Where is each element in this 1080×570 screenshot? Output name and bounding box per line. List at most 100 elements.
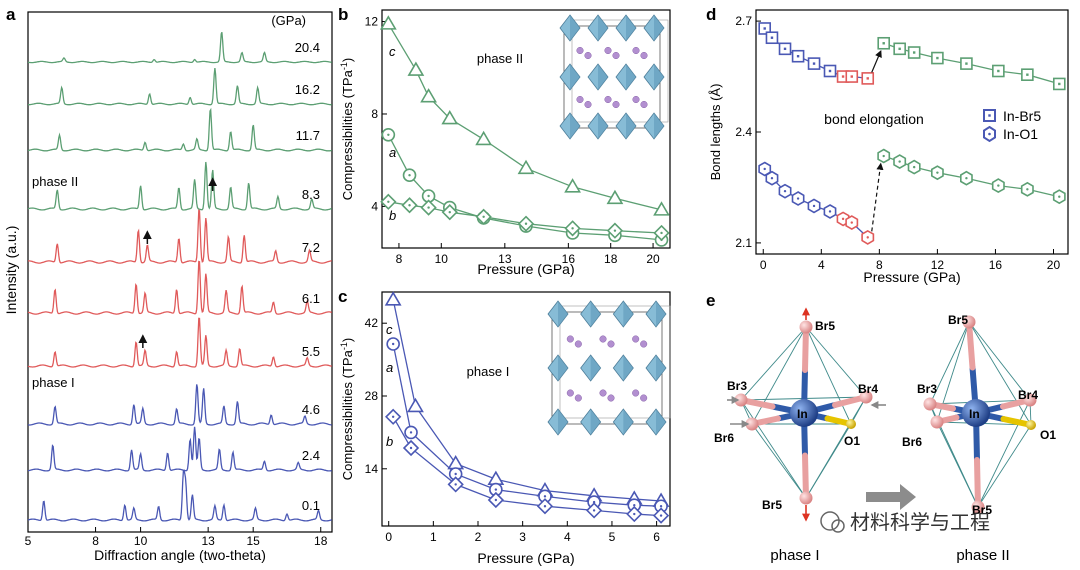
octahedron-shade	[656, 355, 666, 381]
octahedron-edge	[740, 399, 807, 499]
panel-b-point-c-2	[420, 88, 437, 103]
panel-b-frame	[381, 9, 671, 249]
octahedron-shade	[626, 64, 636, 90]
octahedron-edge	[968, 321, 1032, 426]
panel-c-point-b-6	[626, 505, 643, 523]
xrd-tick-10: 10	[134, 534, 148, 548]
phase-ii-crystal-inset	[559, 14, 669, 140]
panel-d-legend: In-Br5 In-O1	[983, 108, 1041, 143]
octahedron-shade	[558, 409, 568, 435]
octahedron-edge	[751, 423, 807, 499]
legend-square-dot	[988, 114, 991, 117]
panel-d-x-tick-12: 12	[931, 258, 945, 272]
octahedron-edge	[977, 399, 1031, 508]
panel-d-point-In-Br5-5	[823, 64, 837, 78]
octahedron-shade	[558, 355, 568, 381]
panel-d-point-In-O1-15	[1020, 181, 1034, 197]
panel-b-phase2-compressibility: b phase II 8 10 13 16 18 20 4 8 12 c a b Pressure (…	[338, 5, 671, 277]
panel-b-point-c-6	[564, 178, 581, 193]
cation-atom	[640, 340, 648, 348]
panel-b-point-c-0	[379, 15, 397, 30]
cation-atom	[640, 51, 648, 60]
xrd-arrows	[138, 177, 218, 348]
wechat-icon	[820, 511, 840, 531]
xrd-curve-8.3	[27, 161, 332, 211]
panel-c-point-c-3	[487, 470, 505, 486]
panel-b-point-b-6	[564, 220, 581, 237]
phase-ii-octahedron: Br5 Br3 Br4 In Br6 O1 Br5	[902, 313, 1056, 517]
panel-b-x-axis-label: Pressure (GPa)	[477, 261, 574, 277]
panel-d-point-In-O1-2	[778, 183, 792, 199]
phase-ii-label: phase II	[32, 174, 78, 189]
xrd-tick-8: 8	[92, 534, 99, 548]
panel-c-point-a-2	[448, 467, 463, 481]
panel-d-point-In-Br5-1	[765, 31, 779, 45]
panel-c-series-label-b: b	[386, 434, 393, 449]
cation-atom	[599, 335, 607, 343]
panel-b-point-c-4	[475, 130, 493, 146]
octahedron-shade	[558, 301, 568, 327]
br-atom	[859, 390, 873, 404]
octahedron-edge	[977, 424, 1032, 508]
cation-atom	[612, 100, 620, 109]
xrd-curve-11.7	[27, 107, 332, 152]
octahedron-edge	[936, 421, 979, 508]
panel-d-point-In-Br5-12	[931, 51, 944, 65]
panel-b-x-tick-18: 18	[604, 252, 618, 266]
xrd-pressure-0.1: 0.1	[302, 498, 320, 513]
octahedron-shade	[623, 301, 634, 327]
panel-b-point-b-2	[420, 199, 437, 216]
atom-label-br4: Br4	[1018, 388, 1038, 402]
panel-b-point-b-4	[475, 208, 492, 225]
legend-square-marker	[983, 109, 996, 122]
cation-atom	[640, 394, 648, 402]
panel-d-x-tick-8: 8	[876, 258, 883, 272]
panel-c-point-b-1	[402, 439, 420, 457]
bond	[974, 457, 981, 510]
panel-d-point-In-O1-12	[930, 165, 944, 181]
panel-d-point-In-Br5-3	[791, 49, 805, 63]
panel-d-point-In-Br5-0	[758, 22, 772, 35]
octahedron-shade	[590, 355, 601, 381]
panel-b-point-c-3	[441, 110, 459, 125]
cation-atom	[584, 100, 592, 109]
panel-c-point-a-1	[404, 425, 418, 440]
phase-i-label: phase I	[32, 375, 75, 390]
panel-c-point-a-0	[386, 337, 400, 351]
br-atom	[923, 397, 937, 411]
panel-b-point-b-3	[441, 204, 458, 221]
legend-in-br5: In-Br5	[1003, 108, 1041, 124]
octahedron-shade	[656, 409, 666, 435]
xrd-x-ticks: 5 8 10 13 15 18	[25, 527, 328, 548]
watermark-text: 材料科学与工程	[850, 511, 990, 534]
panel-b-point-b-5	[517, 215, 535, 232]
atom-label-o1: O1	[844, 434, 860, 448]
cation-atom	[566, 389, 574, 397]
cation-atom	[632, 389, 640, 397]
octahedron-edge	[805, 423, 852, 499]
panel-a-frame	[27, 11, 333, 533]
panel-c-line-c-0	[392, 299, 662, 502]
xrd-curve-20.4	[27, 31, 332, 64]
legend-hexagon-marker	[983, 125, 996, 143]
in-atom	[790, 399, 818, 427]
panel-b-title: phase II	[477, 51, 523, 66]
panel-a-xrd: a (GPa) 20.4 16.2 11.7 8.3 7.2 6.1 5.5 4.6 2.4 0.…	[3, 5, 333, 563]
panel-d-point-In-O1-8	[861, 229, 875, 245]
atom-label-br5: Br5	[762, 498, 782, 512]
xrd-curve-4.6	[27, 384, 332, 426]
panel-d-point-In-O1-13	[959, 170, 973, 186]
panel-c-point-c-0	[384, 291, 402, 306]
panel-d-point-In-Br5-13	[960, 57, 973, 70]
panel-d-point-In-O1-4	[807, 198, 821, 214]
panel-d-point-In-Br5-14	[992, 64, 1005, 78]
panel-d-point-In-Br5-16	[1052, 77, 1066, 91]
panel-d-point-In-O1-5	[823, 204, 837, 219]
panel-d-point-In-Br5-11	[907, 46, 921, 59]
xrd-pressure-7.2: 7.2	[302, 240, 320, 255]
panel-c-point-b-3	[487, 491, 504, 509]
bond-elongation-label: bond elongation	[824, 111, 924, 127]
cation-atom	[607, 340, 615, 348]
xrd-pressure-20.4: 20.4	[295, 40, 320, 55]
